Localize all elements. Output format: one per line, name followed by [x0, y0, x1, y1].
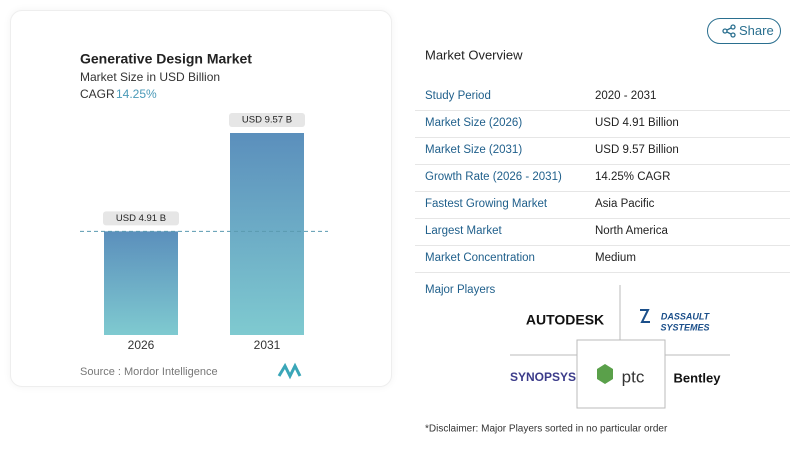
overview-row: Market Concentration Medium — [415, 246, 790, 273]
row-value: Medium — [595, 252, 636, 264]
player-logo: Bentley — [674, 370, 722, 385]
chart-title: Generative Design Market — [80, 51, 252, 67]
row-label: Growth Rate (2026 - 2031) — [425, 171, 562, 183]
player-logo: SYSTEMES — [660, 322, 709, 332]
value-label: USD 4.91 B — [116, 213, 166, 224]
players-title: Major Players — [425, 284, 496, 296]
overview-row: Study Period 2020 - 2031 — [415, 84, 790, 111]
row-value: 2020 - 2031 — [595, 90, 657, 102]
row-value: 14.25% CAGR — [595, 171, 671, 183]
source-logo — [277, 362, 302, 380]
overview-row: Market Size (2026) USD 4.91 Billion — [415, 111, 790, 138]
share-button[interactable]: Share — [707, 18, 781, 44]
source: Source : Mordor Intelligence — [80, 366, 218, 378]
row-label: Study Period — [425, 90, 491, 102]
row-value: USD 9.57 Billion — [595, 144, 679, 156]
player-logo: SYNOPSYS — [510, 370, 576, 384]
overview-row: Growth Rate (2026 - 2031) 14.25% CAGR — [415, 165, 790, 192]
share-icon — [722, 24, 736, 38]
value-label-box — [229, 113, 305, 127]
row-label: Market Concentration — [425, 252, 535, 264]
x-tick-label: 2031 — [254, 338, 281, 352]
chart-card — [10, 10, 392, 387]
chart-subtitle: Market Size in USD Billion — [80, 70, 220, 84]
value-label-box — [103, 211, 179, 226]
overview-row: Largest Market North America — [415, 219, 790, 246]
disclaimer: *Disclaimer: Major Players sorted in no … — [425, 424, 668, 435]
logo-grid — [510, 285, 730, 409]
player-logo: DASSAULT — [661, 311, 711, 321]
bar — [230, 133, 304, 335]
dassault-icon — [640, 309, 650, 323]
player-logo: AUTODESK — [526, 312, 604, 328]
share-label[interactable]: Share — [739, 23, 774, 38]
row-label: Market Size (2031) — [425, 144, 523, 156]
row-value: USD 4.91 Billion — [595, 117, 679, 129]
bar — [104, 231, 178, 335]
row-label: Market Size (2026) — [425, 117, 523, 129]
row-label: Largest Market — [425, 225, 502, 237]
row-value: North America — [595, 225, 668, 237]
cagr-value: 14.25% — [116, 87, 157, 101]
overview-row: Market Size (2031) USD 9.57 Billion — [415, 138, 790, 165]
overview-row: Fastest Growing Market Asia Pacific — [415, 192, 790, 219]
x-tick-label: 2026 — [128, 338, 155, 352]
cagr-label: CAGR — [80, 87, 115, 101]
row-value: Asia Pacific — [595, 198, 655, 210]
row-label: Fastest Growing Market — [425, 198, 548, 210]
overview-title: Market Overview — [425, 47, 523, 62]
ptc-icon — [597, 364, 613, 384]
value-label: USD 9.57 B — [242, 115, 292, 126]
player-logo: ptc — [622, 367, 645, 386]
